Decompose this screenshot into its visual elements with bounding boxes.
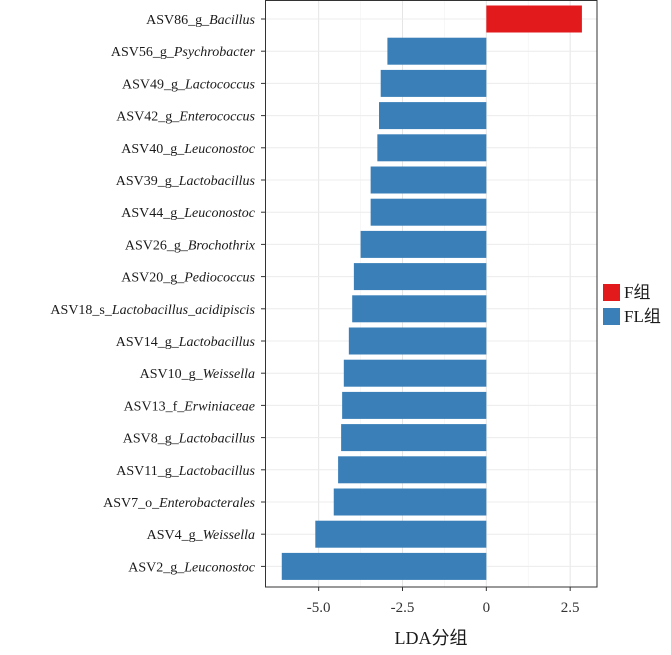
y-tick-labels: ASV86_g_Bacillus ASV56_g_Psychrobacter ASV… xyxy=(50,13,265,575)
y-tick-label: ASV10_g_Weissella xyxy=(140,367,255,382)
bar xyxy=(379,102,487,130)
bar xyxy=(380,69,487,97)
y-tick-label: ASV4_g_Weissella xyxy=(147,528,255,543)
x-tick-label: 0 xyxy=(483,600,491,616)
bar xyxy=(333,488,487,516)
y-tick-label: ASV42_g_Enterococcus xyxy=(116,110,255,125)
x-tick-label: -2.5 xyxy=(391,600,415,616)
y-tick-label: ASV2_g_Leuconostoc xyxy=(128,560,256,575)
x-tick-label: 2.5 xyxy=(561,600,580,616)
y-tick-label: ASV11_g_Lactobacillus xyxy=(116,464,255,479)
y-tick-label: ASV26_g_Brochothrix xyxy=(125,238,256,253)
legend: F组 FL组 xyxy=(603,283,661,326)
legend-label: FL组 xyxy=(624,307,661,326)
y-tick-label: ASV20_g_Pediococcus xyxy=(121,271,255,286)
legend-key xyxy=(603,308,620,325)
bar xyxy=(348,327,487,355)
legend-label: F组 xyxy=(624,283,650,302)
y-tick-label: ASV18_s_Lactobacillus_acidipiscis xyxy=(50,303,255,318)
x-tick-labels: -5.0 -2.5 0 2.5 xyxy=(307,587,580,616)
bar xyxy=(338,456,487,484)
y-tick-label: ASV7_o_Enterobacterales xyxy=(103,496,255,511)
y-tick-label: ASV8_g_Lactobacillus xyxy=(123,432,256,447)
y-tick-label: ASV56_g_Psychrobacter xyxy=(111,45,256,60)
y-tick-label: ASV39_g_Lactobacillus xyxy=(116,174,256,189)
y-tick-label: ASV40_g_Leuconostoc xyxy=(121,142,256,157)
y-tick-label: ASV86_g_Bacillus xyxy=(146,13,255,28)
y-tick-label: ASV14_g_Lactobacillus xyxy=(116,335,256,350)
bar xyxy=(370,166,487,194)
bar xyxy=(360,230,487,258)
bar xyxy=(377,134,487,162)
bar xyxy=(387,37,487,65)
bar xyxy=(486,5,582,33)
bars-group xyxy=(281,5,582,580)
x-tick-label: -5.0 xyxy=(307,600,331,616)
bar xyxy=(343,359,487,387)
bar xyxy=(342,391,487,419)
y-tick-label: ASV13_f_Erwiniaceae xyxy=(124,399,255,414)
bar xyxy=(352,295,487,323)
bar xyxy=(341,424,487,452)
y-tick-label: ASV44_g_Leuconostoc xyxy=(121,206,256,221)
bar xyxy=(353,263,487,291)
x-axis-title: LDA分组 xyxy=(395,628,468,648)
bar xyxy=(315,520,487,548)
bar xyxy=(370,198,487,226)
plot-border xyxy=(265,0,598,588)
legend-key xyxy=(603,284,620,301)
bar xyxy=(281,552,487,580)
y-tick-label: ASV49_g_Lactococcus xyxy=(122,77,256,92)
